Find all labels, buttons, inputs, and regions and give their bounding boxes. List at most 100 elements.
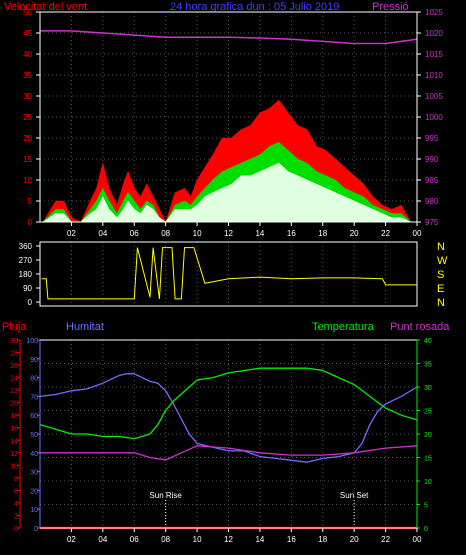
pressure-tick-label: 1010 xyxy=(425,71,443,80)
direction-panel-series xyxy=(41,247,417,300)
left-outer-tick-label: 4 xyxy=(14,501,18,508)
direction-tick-label: 180 xyxy=(19,270,33,279)
wind-tick-label: 40 xyxy=(23,50,32,59)
left-inner-tick-label: 70 xyxy=(30,394,38,401)
wind-tick-label: 20 xyxy=(23,134,32,143)
dew-point-label: Punt rosada xyxy=(390,321,450,333)
direction-tick-label: 90 xyxy=(23,284,32,293)
pressure-tick-label: 1005 xyxy=(425,92,443,101)
left-outer-tick-label: 12 xyxy=(10,451,18,458)
wind-tick-label: 45 xyxy=(23,29,32,38)
direction-tick-label: 270 xyxy=(19,256,33,265)
x-tick-label: 00 xyxy=(413,229,422,238)
right-tick-label: 35 xyxy=(424,362,432,369)
left-inner-tick-label: 30 xyxy=(30,470,38,477)
right-tick-label: 40 xyxy=(424,338,432,345)
right-tick-label: 30 xyxy=(424,385,432,392)
pressure-tick-label: 1020 xyxy=(425,29,443,38)
right-tick-label: 20 xyxy=(424,432,432,439)
compass-label: W xyxy=(437,255,448,267)
temperature-label: Temperatura xyxy=(312,321,375,333)
x-tick-label: 16 xyxy=(287,229,296,238)
wind-tick-label: 15 xyxy=(23,155,32,164)
x-tick-label: 02 xyxy=(67,535,76,544)
humidity-label: Humitat xyxy=(66,321,104,333)
climate-time-axis: 02 04 06 08 10 12 14 16 18 20 22 00 xyxy=(67,528,422,544)
wind-tick-label: 10 xyxy=(23,176,32,185)
right-tick-label: 10 xyxy=(424,479,432,486)
direction-panel-grid xyxy=(70,242,387,306)
pressure-axis-ticks: 975 980 985 990 995 1000 1005 1010 1015 1020 1025 xyxy=(417,8,443,227)
left-outer-tick-label: 2 xyxy=(14,513,18,520)
x-tick-label: 14 xyxy=(255,535,264,544)
pressure-tick-label: 975 xyxy=(425,218,439,227)
pressure-tick-label: 985 xyxy=(425,176,439,185)
chart-title: 24 hora grafica dun : 05 Julio 2019 xyxy=(170,1,339,13)
x-tick-label: 00 xyxy=(413,535,422,544)
right-tick-label: 15 xyxy=(424,456,432,463)
x-tick-label: 08 xyxy=(161,229,170,238)
x-tick-label: 08 xyxy=(161,535,170,544)
pressure-tick-label: 980 xyxy=(425,197,439,206)
x-tick-label: 14 xyxy=(255,229,264,238)
x-tick-label: 04 xyxy=(98,229,107,238)
compass-label: N xyxy=(437,297,445,309)
x-tick-label: 06 xyxy=(130,535,139,544)
pressure-tick-label: 995 xyxy=(425,134,439,143)
compass-label: N xyxy=(437,241,445,253)
sunrise-label: Sun Rise xyxy=(149,491,182,500)
x-tick-label: 12 xyxy=(224,535,233,544)
wind-panel-series xyxy=(40,30,418,223)
temperature-line xyxy=(39,367,418,440)
left-outer-tick-label: 0 xyxy=(14,526,18,533)
left-outer-tick-label: 20 xyxy=(10,401,18,408)
pressure-label: Pressió xyxy=(372,1,409,13)
x-tick-label: 12 xyxy=(224,229,233,238)
direction-tick-label: 0 xyxy=(28,298,33,307)
left-outer-tick-label: 16 xyxy=(10,426,18,433)
x-tick-label: 06 xyxy=(130,229,139,238)
x-tick-label: 18 xyxy=(318,535,327,544)
pressure-tick-label: 990 xyxy=(425,155,439,164)
pressure-line xyxy=(40,30,418,45)
pressure-tick-label: 1015 xyxy=(425,50,443,59)
x-tick-label: 10 xyxy=(193,535,202,544)
compass-label: S xyxy=(437,269,444,281)
pressure-tick-label: 1000 xyxy=(425,113,443,122)
climate-panel-grid xyxy=(40,340,417,528)
sunset-label: Sun Set xyxy=(340,491,369,500)
left-inner-tick-label: 90 xyxy=(30,357,38,364)
wind-tick-label: 30 xyxy=(23,92,32,101)
wind-tick-label: 50 xyxy=(23,8,32,17)
x-tick-label: 20 xyxy=(350,229,359,238)
x-tick-label: 16 xyxy=(287,535,296,544)
left-inner-tick-label: 0 xyxy=(34,526,38,533)
x-tick-label: 20 xyxy=(350,535,359,544)
climate-axis-ticks: 0246810121416182022242628300102030405060… xyxy=(10,338,432,533)
x-tick-label: 02 xyxy=(67,229,76,238)
left-outer-tick-label: 18 xyxy=(10,413,18,420)
left-outer-tick-label: 10 xyxy=(10,463,18,470)
left-inner-tick-label: 20 xyxy=(30,488,38,495)
left-outer-tick-label: 8 xyxy=(14,476,18,483)
wind-tick-label: 5 xyxy=(28,197,33,206)
wind-axis-ticks: 0 5 10 15 20 25 30 35 40 45 50 xyxy=(23,8,40,227)
sun-annotations: Sun Rise Sun Set xyxy=(149,491,369,528)
direction-axis-ticks: 360 270 180 90 0 xyxy=(19,242,40,307)
wind-speed-label: Velocitat del vent xyxy=(4,1,87,13)
left-outer-tick-label: 22 xyxy=(10,388,18,395)
left-outer-tick-label: 14 xyxy=(10,438,18,445)
right-tick-label: 5 xyxy=(424,503,428,510)
wind-time-axis: 02 04 06 08 10 12 14 16 18 20 22 00 xyxy=(67,222,422,238)
x-tick-label: 22 xyxy=(381,535,390,544)
left-outer-tick-label: 6 xyxy=(14,488,18,495)
left-outer-tick-label: 30 xyxy=(10,338,18,345)
left-inner-tick-label: 40 xyxy=(30,451,38,458)
direction-tick-label: 360 xyxy=(19,242,33,251)
x-tick-label: 18 xyxy=(318,229,327,238)
left-outer-tick-label: 26 xyxy=(10,363,18,370)
left-inner-tick-label: 50 xyxy=(30,432,38,439)
